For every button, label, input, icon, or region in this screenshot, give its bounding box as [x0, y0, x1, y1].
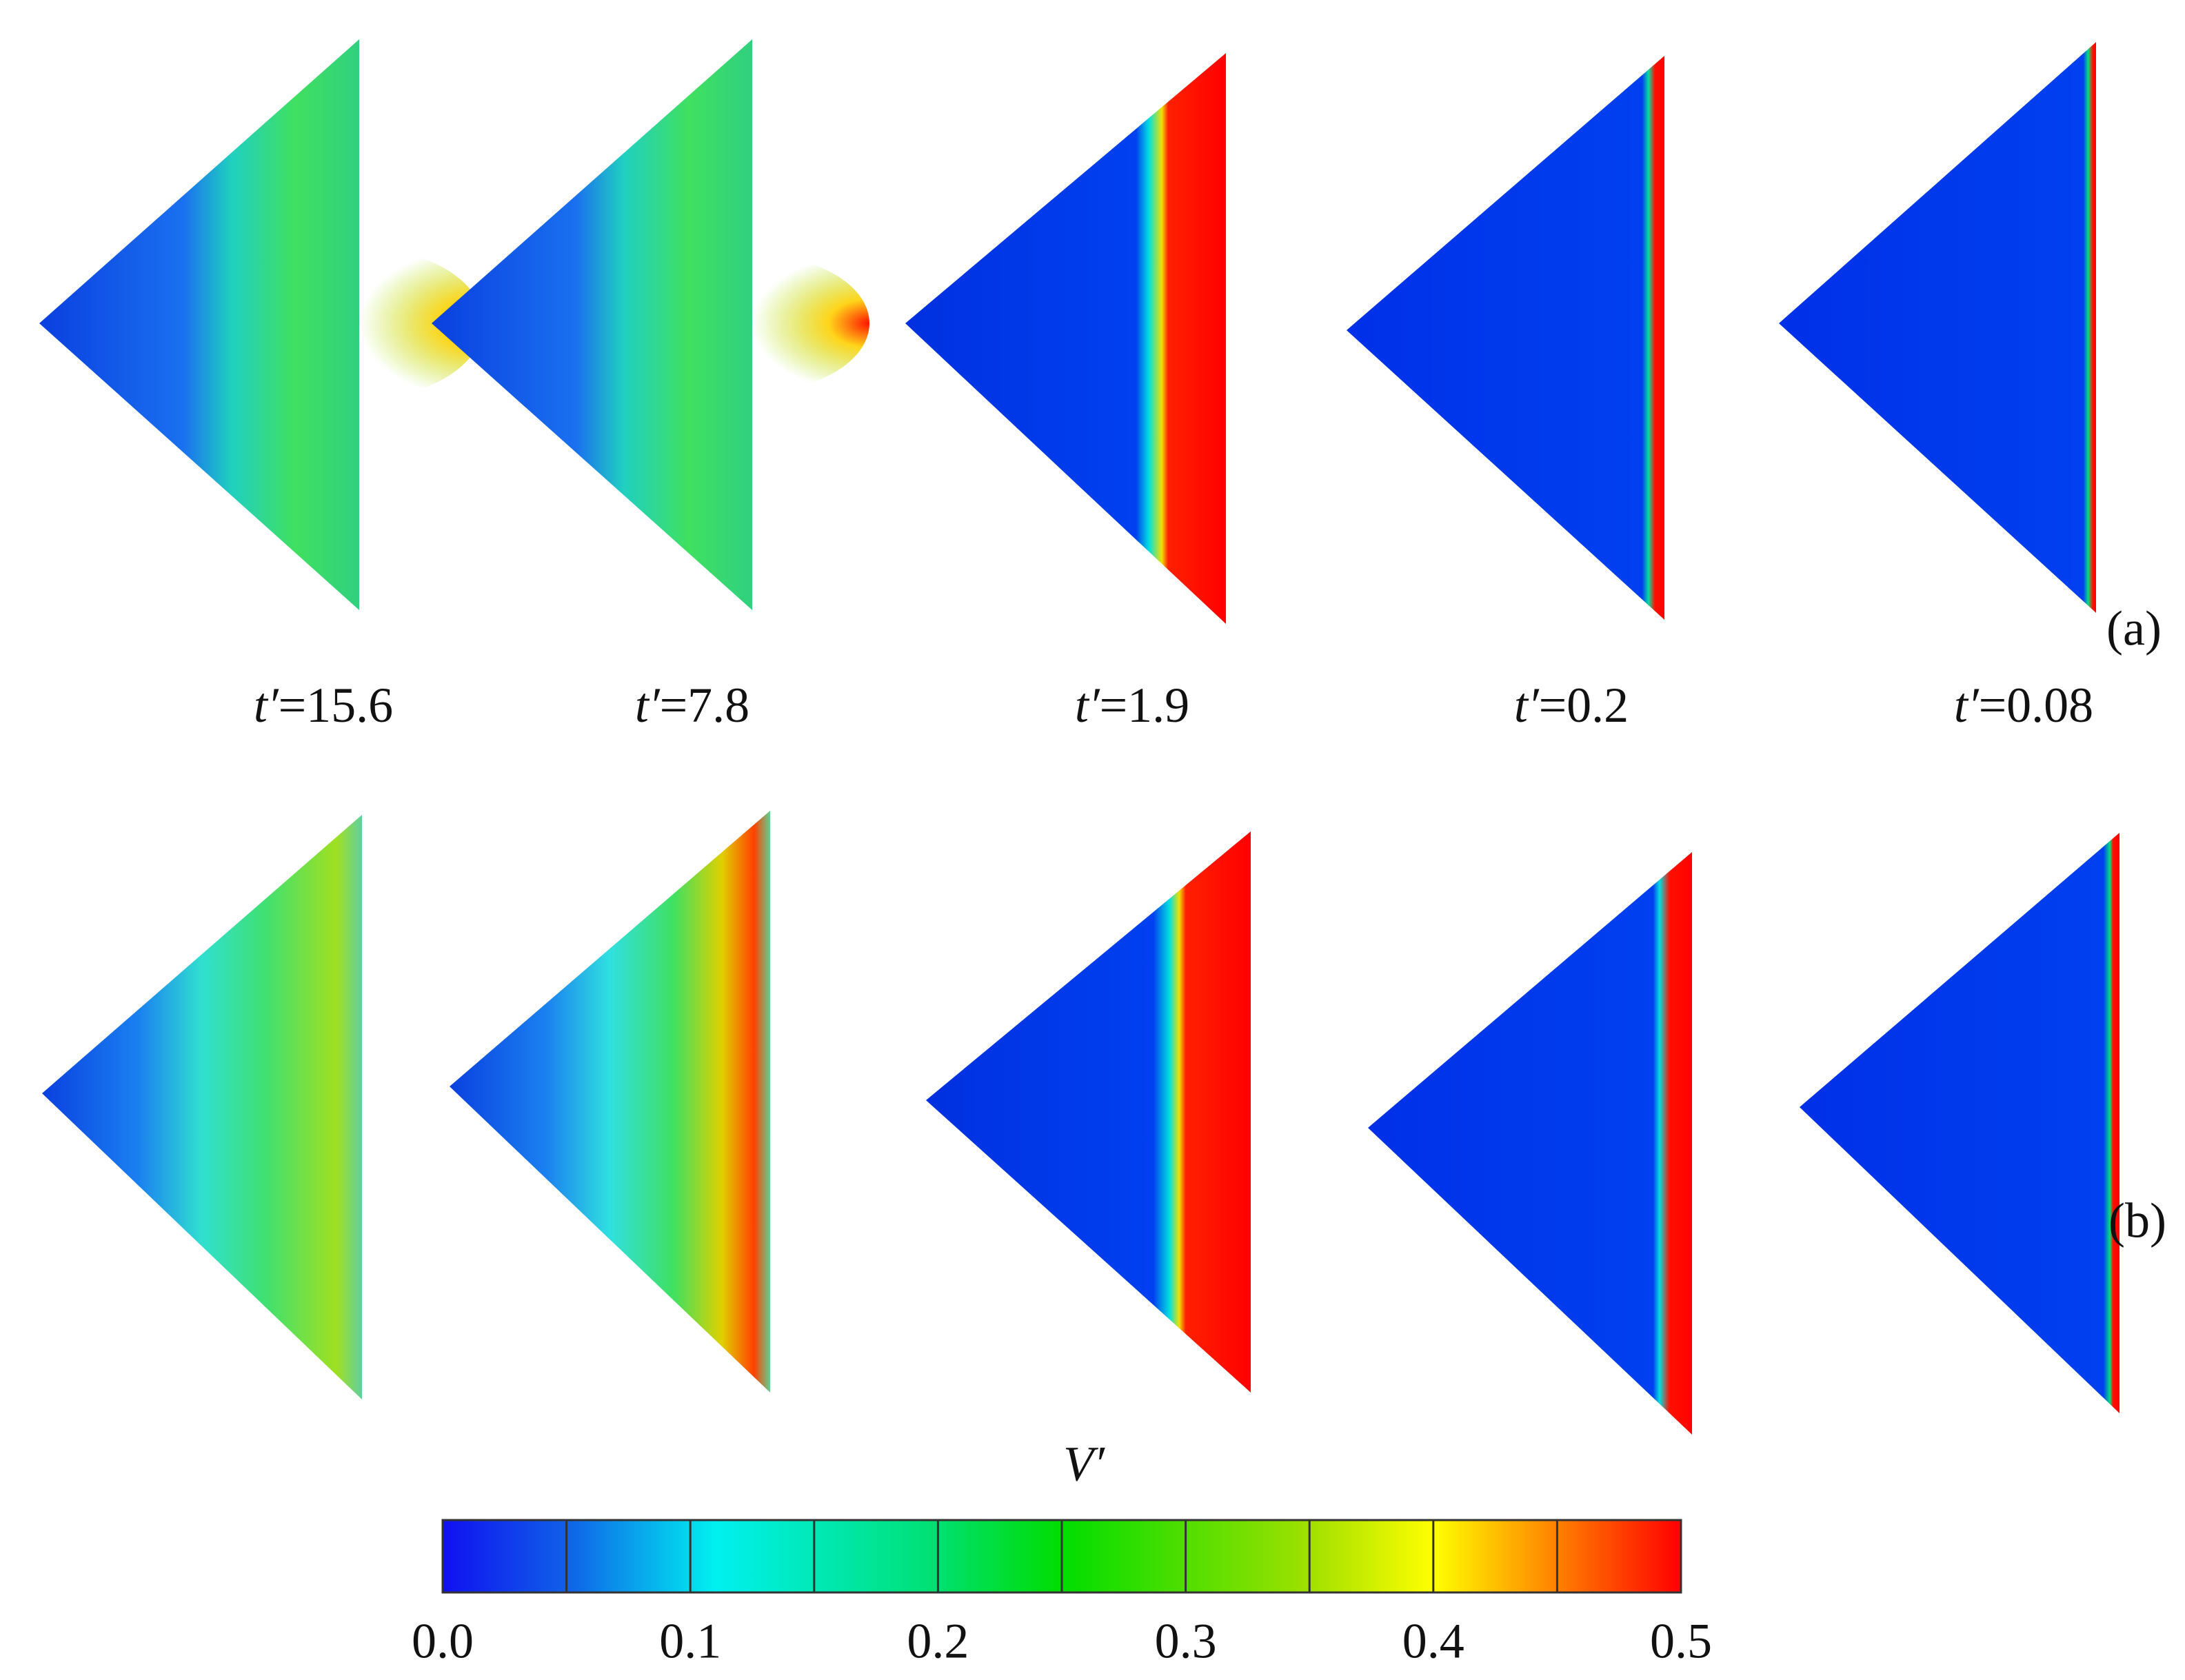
time-value: =7.8: [660, 678, 750, 733]
field-plot: [39, 39, 359, 610]
time-symbol: t′: [1075, 678, 1100, 733]
panel-label: (a): [2106, 601, 2162, 656]
time-label: t′=7.8: [635, 678, 749, 733]
colorbar-tick-label: 0.0: [412, 1614, 474, 1669]
time-symbol: t′: [635, 678, 661, 733]
colorbar-tick-label: 0.1: [659, 1614, 721, 1669]
colorbar-tick-label: 0.2: [907, 1614, 969, 1669]
time-value: =0.2: [1539, 678, 1629, 733]
colorbar-tick-label: 0.4: [1402, 1614, 1464, 1669]
field-spot: [635, 254, 869, 392]
field-plot: [450, 811, 770, 1393]
field-plot: [1347, 56, 1664, 620]
time-symbol: t′: [254, 678, 279, 733]
field-plot: [432, 39, 752, 610]
colorbar-tick-label: 0.3: [1155, 1614, 1217, 1669]
colorbar-axis: 0.0 0.1 0.2 0.3 0.4 0.5: [412, 1520, 1712, 1669]
time-label: t′=0.2: [1514, 678, 1629, 733]
time-label: t′=15.6: [254, 678, 393, 733]
colorbar-tick-label: 0.5: [1650, 1614, 1712, 1669]
time-symbol: t′: [1954, 678, 1980, 733]
panel-label: (b): [2108, 1193, 2166, 1248]
field-spot: [235, 247, 483, 399]
time-value: =15.6: [279, 678, 394, 733]
field-plot: [926, 831, 1251, 1393]
field-plot: [1368, 852, 1692, 1435]
field-plot: [42, 815, 362, 1399]
colorbar-title: V′: [1063, 1437, 1105, 1492]
field-plot: [1779, 42, 2096, 613]
time-label: t′=0.08: [1954, 678, 2093, 733]
time-labels: t′=15.6 t′=7.8 t′=1.9 t′=0.2 t′=0.08: [254, 678, 2093, 733]
time-symbol: t′: [1514, 678, 1540, 733]
time-value: =0.08: [1979, 678, 2094, 733]
time-value: =1.9: [1100, 678, 1190, 733]
field-plot: [1800, 833, 2119, 1413]
field-plot: [905, 53, 1226, 624]
time-label: t′=1.9: [1075, 678, 1189, 733]
